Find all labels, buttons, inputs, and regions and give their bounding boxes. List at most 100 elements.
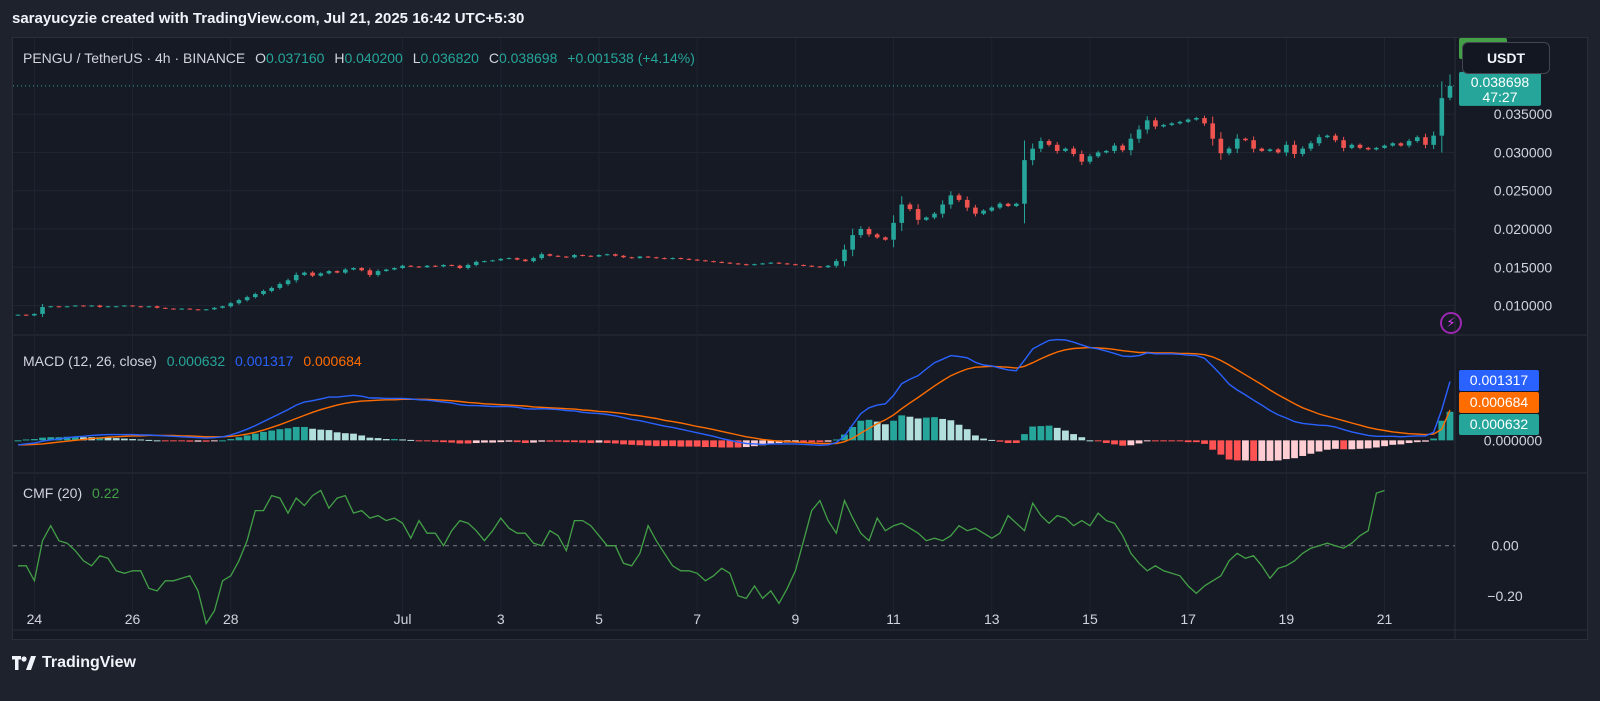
candle-body	[81, 305, 86, 307]
candle-body	[563, 256, 569, 258]
macd-histogram-bar	[1111, 440, 1118, 445]
candle-body	[473, 261, 479, 265]
macd-histogram-bar	[857, 420, 865, 441]
candle-body	[801, 264, 806, 266]
tradingview-logo[interactable]: TradingView	[12, 654, 136, 672]
candle-body	[383, 269, 389, 272]
macd-histogram-bar	[595, 440, 603, 443]
macd-histogram-bar	[1266, 440, 1274, 461]
candle-body	[359, 268, 364, 271]
macd-histogram-bar	[530, 440, 537, 443]
macd-histogram-bar	[1397, 440, 1405, 445]
macd-histogram-bar	[1233, 440, 1241, 461]
low-label: L	[412, 50, 421, 66]
macd-signal-tag: 0.000684	[1470, 394, 1529, 410]
candle-body	[1423, 137, 1428, 145]
candle-body	[1128, 138, 1134, 151]
candle-body	[89, 305, 94, 307]
candle-body	[629, 257, 635, 259]
candle-body	[645, 256, 651, 258]
candle-body	[1005, 203, 1011, 207]
macd-histogram-bar	[63, 436, 71, 441]
macd-histogram-bar	[1053, 427, 1061, 441]
macd-histogram-bar	[1012, 440, 1020, 444]
time-tick-label: 9	[791, 611, 799, 627]
time-tick-label: 28	[223, 611, 239, 627]
macd-histogram-bar	[1446, 411, 1454, 441]
macd-histogram-bar	[546, 440, 554, 442]
macd-histogram-bar	[170, 440, 177, 442]
macd-histogram-bar	[947, 420, 955, 441]
candle-body	[1259, 148, 1265, 151]
macd-histogram-bar	[1332, 440, 1339, 449]
cmf-tick-label: −0.20	[1487, 588, 1523, 604]
currency-button[interactable]: USDT	[1462, 42, 1550, 74]
lightning-icon[interactable]: ⚡	[1440, 312, 1462, 334]
candle-body	[146, 306, 152, 308]
low-value: 0.036820	[420, 50, 479, 66]
macd-histogram-bar	[1029, 426, 1037, 441]
candle-body	[514, 258, 520, 260]
candle-body	[244, 297, 250, 301]
candle-body	[253, 294, 258, 298]
candle-body	[1218, 138, 1224, 154]
time-tick-label: 21	[1377, 611, 1393, 627]
time-tick-label: 3	[497, 611, 505, 627]
macd-histogram-bar	[227, 439, 235, 441]
cmf-title[interactable]: CMF (20)	[23, 485, 83, 501]
close-value: 0.038698	[498, 50, 558, 66]
candle-body	[1234, 138, 1240, 149]
macd-histogram-bar	[186, 440, 194, 442]
candle-body	[752, 264, 757, 266]
macd-histogram-bar	[1250, 440, 1258, 461]
candle-body	[891, 222, 896, 240]
candle-body	[1365, 147, 1371, 150]
candle-body	[989, 207, 995, 211]
candle-body	[883, 237, 888, 240]
price-tag-countdown: 47:27	[1482, 89, 1517, 105]
cmf-value: 0.22	[92, 485, 120, 501]
macd-histogram-bar	[268, 430, 276, 441]
macd-histogram-bar	[587, 440, 595, 444]
candle-body	[40, 307, 45, 314]
candle-body	[1324, 135, 1330, 138]
macd-histogram-bar	[407, 439, 415, 441]
macd-title[interactable]: MACD (12, 26, close)	[23, 353, 157, 369]
candle-body	[997, 203, 1003, 208]
footer-brand: TradingView	[42, 654, 136, 671]
candle-body	[1349, 144, 1355, 148]
symbol-title[interactable]: PENGU / TetherUS · 4h · BINANCE	[23, 50, 246, 66]
macd-histogram-bar	[440, 440, 447, 443]
candle-body	[555, 255, 561, 257]
macd-histogram-bar	[791, 440, 799, 443]
candle-body	[1112, 145, 1117, 151]
macd-histogram-bar	[71, 436, 79, 441]
macd-histogram-bar	[202, 440, 210, 442]
candle-body	[1251, 140, 1256, 149]
macd-hist-tag-bg	[1459, 414, 1539, 435]
macd-histogram-bar	[693, 440, 701, 447]
chart-canvas[interactable]: 24 26 28 Jul 3 5 7 9 11 13 15 17 19 21 0.010000 0.01500…	[13, 38, 1587, 639]
chart-frame[interactable]: 24 26 28 Jul 3 5 7 9 11 13 15 17 19 21 0.010000 0.01500…	[12, 37, 1588, 640]
price-tag-value: 0.038698	[1471, 74, 1530, 90]
open-value: 0.037160	[266, 50, 325, 66]
candle-body	[776, 262, 782, 264]
candle-body	[1390, 143, 1396, 146]
candle-body	[948, 195, 954, 205]
macd-histogram-bar	[1094, 440, 1102, 442]
candle-body	[719, 261, 725, 263]
macd-histogram-bar	[669, 440, 677, 447]
macd-histogram-bar	[1430, 438, 1438, 441]
macd-histogram-bar	[317, 429, 325, 441]
macd-histogram-bar	[1413, 440, 1421, 443]
macd-histogram-bar	[104, 437, 112, 441]
macd-histogram-bar	[963, 429, 971, 441]
candle-body	[113, 306, 119, 308]
macd-histogram-bar	[47, 437, 55, 441]
macd-histogram-bar	[194, 440, 202, 442]
candle-body	[72, 305, 78, 307]
macd-histogram-bar	[906, 416, 914, 441]
candle-body	[228, 303, 234, 307]
macd-histogram-bar	[996, 440, 1004, 442]
candle-body	[1095, 152, 1101, 157]
